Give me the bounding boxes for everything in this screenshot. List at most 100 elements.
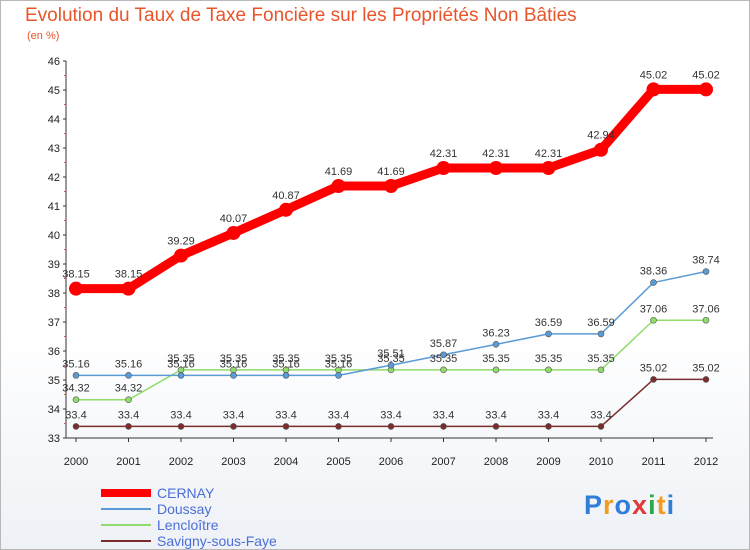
data-point-doussay bbox=[125, 372, 132, 379]
y-tick-label: 42 bbox=[48, 172, 60, 184]
legend-swatch bbox=[101, 508, 151, 510]
data-label-savigny-sous-faye: 33.4 bbox=[65, 409, 86, 421]
data-label-doussay: 35.87 bbox=[430, 338, 458, 350]
x-tick-label: 2009 bbox=[536, 456, 560, 468]
x-tick-label: 2006 bbox=[379, 456, 403, 468]
legend-label: Doussay bbox=[157, 501, 212, 517]
data-point-cernay bbox=[226, 225, 241, 240]
data-point-doussay bbox=[492, 341, 500, 348]
y-tick-label: 33 bbox=[48, 433, 60, 445]
y-tick-label: 41 bbox=[48, 201, 60, 213]
y-tick-label: 45 bbox=[48, 85, 60, 97]
data-label-savigny-sous-faye: 35.02 bbox=[692, 362, 720, 374]
data-point-savigny-sous-faye bbox=[72, 423, 80, 430]
data-point-savigny-sous-faye bbox=[177, 423, 185, 430]
legend-item-doussay: Doussay bbox=[101, 501, 277, 517]
data-label-lenclo-tre: 35.35 bbox=[220, 353, 248, 365]
data-point-cernay bbox=[279, 202, 293, 217]
legend-label: Savigny-sous-Faye bbox=[157, 533, 277, 549]
data-point-savigny-sous-faye bbox=[230, 423, 237, 430]
x-tick-label: 2002 bbox=[169, 456, 193, 468]
data-point-cernay bbox=[436, 161, 451, 176]
x-tick-label: 2003 bbox=[221, 456, 245, 468]
logo-letter: i bbox=[666, 490, 676, 520]
series-layer bbox=[69, 82, 713, 430]
x-tick-label: 2004 bbox=[274, 456, 298, 468]
y-tick-label: 39 bbox=[48, 259, 60, 271]
data-label-lenclo-tre: 34.32 bbox=[62, 383, 90, 395]
data-label-lenclo-tre: 37.06 bbox=[640, 303, 668, 315]
data-label-lenclo-tre: 35.35 bbox=[325, 353, 353, 365]
logo-letter: t bbox=[656, 490, 667, 520]
data-label-savigny-sous-faye: 35.02 bbox=[640, 362, 668, 374]
data-point-cernay bbox=[489, 161, 503, 176]
data-label-lenclo-tre: 35.35 bbox=[167, 353, 195, 365]
data-point-cernay bbox=[699, 82, 713, 97]
legend-swatch bbox=[101, 489, 151, 497]
y-tick-label: 46 bbox=[48, 56, 60, 68]
data-label-cernay: 42.31 bbox=[430, 148, 458, 160]
legend-swatch bbox=[101, 524, 151, 526]
data-point-lenclo-tre bbox=[545, 366, 552, 374]
logo-letter: o bbox=[614, 490, 633, 520]
y-tick-label: 44 bbox=[48, 114, 60, 126]
proxiti-logo: Proxiti bbox=[584, 490, 675, 521]
data-label-doussay: 36.23 bbox=[482, 327, 510, 339]
data-label-savigny-sous-faye: 33.4 bbox=[538, 409, 559, 421]
data-point-cernay bbox=[541, 161, 556, 176]
data-label-cernay: 39.29 bbox=[167, 236, 195, 248]
x-tick-label: 2010 bbox=[589, 456, 613, 468]
data-label-lenclo-tre: 37.06 bbox=[692, 303, 720, 315]
data-point-savigny-sous-faye bbox=[387, 423, 395, 430]
data-point-savigny-sous-faye bbox=[650, 376, 657, 383]
data-label-cernay: 38.15 bbox=[62, 269, 90, 281]
data-labels: 33.4 33.4 33.4 33.4 33.4 33.4 33.4 33.4 33.4 33.4… bbox=[62, 69, 720, 421]
data-label-savigny-sous-faye: 33.4 bbox=[590, 409, 611, 421]
legend-label: Lencloître bbox=[157, 517, 219, 533]
data-label-cernay: 45.02 bbox=[692, 69, 720, 81]
legend-item-lenclo-tre: Lencloître bbox=[101, 517, 277, 533]
data-point-doussay bbox=[440, 351, 447, 359]
data-label-doussay: 38.74 bbox=[692, 255, 720, 267]
data-label-doussay: 35.16 bbox=[325, 358, 353, 370]
data-label-doussay: 38.36 bbox=[640, 266, 668, 278]
data-label-lenclo-tre: 35.35 bbox=[377, 353, 405, 365]
data-point-doussay bbox=[335, 372, 342, 379]
data-label-savigny-sous-faye: 33.4 bbox=[328, 409, 349, 421]
data-label-cernay: 40.07 bbox=[220, 213, 248, 225]
data-label-lenclo-tre: 35.35 bbox=[430, 353, 458, 365]
data-label-lenclo-tre: 35.35 bbox=[587, 353, 615, 365]
data-point-cernay bbox=[594, 142, 608, 157]
data-point-lenclo-tre bbox=[125, 396, 132, 404]
y-tick-label: 43 bbox=[48, 143, 60, 155]
y-tick-label: 36 bbox=[48, 346, 60, 358]
data-label-savigny-sous-faye: 33.4 bbox=[433, 409, 454, 421]
data-point-doussay bbox=[545, 330, 552, 338]
x-tick-label: 2007 bbox=[431, 456, 455, 468]
data-point-savigny-sous-faye bbox=[702, 376, 710, 383]
x-tick-label: 2011 bbox=[642, 456, 666, 468]
data-label-doussay: 35.16 bbox=[167, 358, 195, 370]
data-point-cernay bbox=[384, 178, 398, 193]
y-tick-label: 37 bbox=[48, 317, 60, 329]
data-point-savigny-sous-faye bbox=[545, 423, 552, 430]
data-label-cernay: 45.02 bbox=[640, 69, 668, 81]
data-label-doussay: 35.16 bbox=[62, 358, 90, 370]
data-point-doussay bbox=[177, 372, 185, 379]
legend-swatch bbox=[101, 540, 151, 542]
data-label-savigny-sous-faye: 33.4 bbox=[223, 409, 244, 421]
data-point-cernay bbox=[174, 248, 188, 263]
data-label-cernay: 41.69 bbox=[377, 166, 405, 178]
data-point-doussay bbox=[387, 361, 395, 369]
data-point-doussay bbox=[72, 372, 80, 379]
legend: CERNAY Doussay Lencloître Savigny-sous-Faye bbox=[101, 485, 277, 549]
data-point-doussay bbox=[230, 372, 237, 379]
data-point-lenclo-tre bbox=[492, 366, 500, 374]
data-label-cernay: 42.31 bbox=[535, 148, 563, 160]
y-tick-label: 35 bbox=[48, 375, 60, 387]
x-tick-label: 2005 bbox=[326, 456, 350, 468]
data-point-lenclo-tre bbox=[702, 316, 710, 324]
y-tick-label: 34 bbox=[48, 404, 60, 416]
